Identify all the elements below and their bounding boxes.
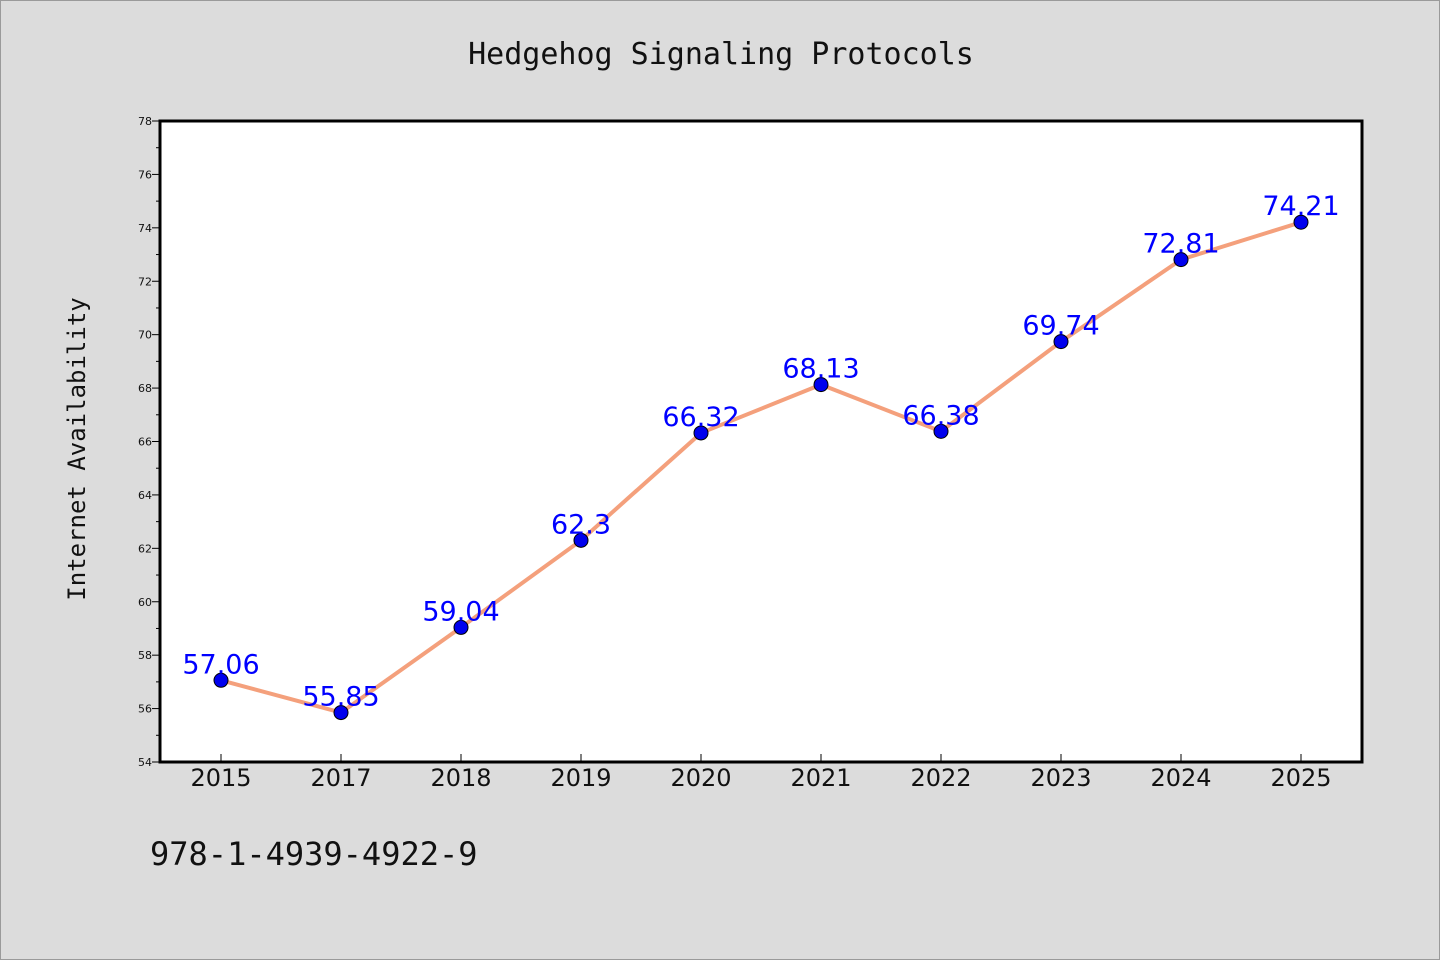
y-tick-label: 74 bbox=[138, 222, 152, 235]
data-point bbox=[1053, 334, 1069, 350]
data-point bbox=[693, 425, 709, 441]
y-tick-label: 62 bbox=[138, 542, 152, 555]
x-tick-label: 2021 bbox=[790, 764, 851, 792]
y-tick-label: 54 bbox=[138, 756, 152, 769]
data-label: 59.04 bbox=[422, 596, 499, 627]
data-label: 66.32 bbox=[662, 402, 739, 433]
data-point bbox=[813, 377, 829, 393]
data-point bbox=[573, 532, 589, 548]
x-tick-label: 2020 bbox=[670, 764, 731, 792]
data-point bbox=[1173, 252, 1189, 268]
data-label: 69.74 bbox=[1022, 311, 1099, 342]
data-point bbox=[1293, 214, 1309, 230]
y-tick-label: 56 bbox=[138, 703, 152, 716]
data-point bbox=[333, 705, 349, 721]
data-point bbox=[213, 672, 229, 688]
y-tick-label: 68 bbox=[138, 382, 152, 395]
series-layer: 57.06 55.85 59.04 62.3 66.32 68.13 66.38 69.74 7… bbox=[182, 191, 1340, 721]
y-tick-label: 66 bbox=[138, 436, 152, 449]
data-point bbox=[933, 423, 949, 439]
series-line bbox=[219, 220, 1303, 715]
data-label: 55.85 bbox=[302, 682, 379, 713]
y-axis: 54 56 58 60 62 64 66 68 70 72 74 76 78 bbox=[138, 115, 160, 769]
data-label: 62.3 bbox=[551, 509, 611, 540]
y-tick-label: 70 bbox=[138, 329, 152, 342]
data-label: 74.21 bbox=[1262, 191, 1339, 222]
data-point bbox=[453, 619, 469, 635]
y-tick-label: 64 bbox=[138, 489, 152, 502]
y-tick-label: 58 bbox=[138, 649, 152, 662]
data-label: 66.38 bbox=[902, 400, 979, 431]
plot-area bbox=[160, 121, 1362, 762]
x-tick-label: 2024 bbox=[1150, 764, 1211, 792]
data-label: 68.13 bbox=[782, 354, 859, 385]
x-tick-label: 2015 bbox=[190, 764, 251, 792]
plot-frame bbox=[158, 119, 1364, 764]
x-tick-label: 2023 bbox=[1030, 764, 1091, 792]
y-tick-label: 60 bbox=[138, 596, 152, 609]
y-axis-label: Internet Availability bbox=[63, 297, 91, 600]
y-tick-label: 78 bbox=[138, 115, 152, 128]
x-tick-label: 2019 bbox=[550, 764, 611, 792]
data-label: 72.81 bbox=[1142, 229, 1219, 260]
footnote-code: 978-1-4939-4922-9 bbox=[150, 835, 478, 873]
x-tick-label: 2017 bbox=[310, 764, 371, 792]
y-tick-label: 76 bbox=[138, 168, 152, 181]
x-tick-label: 2018 bbox=[430, 764, 491, 792]
x-axis: 2015 2017 2018 2019 2020 2021 2022 2023 2024 2025 bbox=[190, 754, 1332, 792]
y-tick-label: 72 bbox=[138, 275, 152, 288]
chart-title: Hedgehog Signaling Protocols bbox=[468, 37, 974, 72]
data-label: 57.06 bbox=[182, 649, 259, 680]
x-tick-label: 2022 bbox=[910, 764, 971, 792]
x-tick-label: 2025 bbox=[1270, 764, 1331, 792]
